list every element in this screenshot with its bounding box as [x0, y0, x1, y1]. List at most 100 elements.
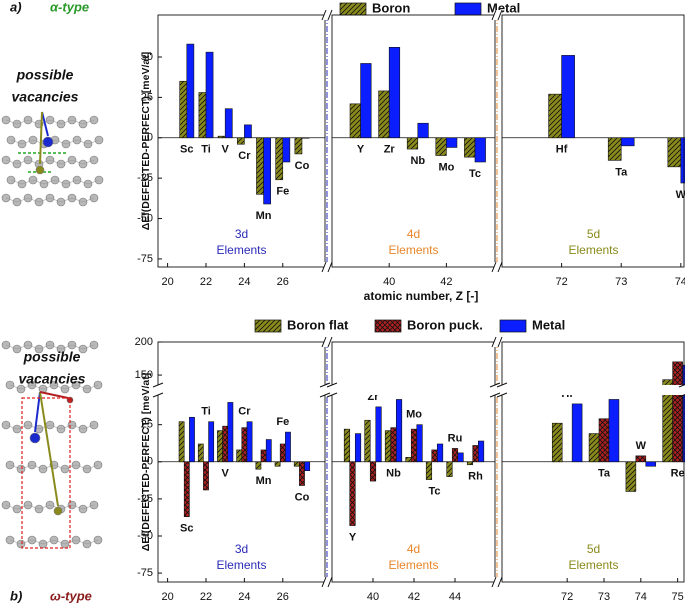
bar — [274, 461, 281, 467]
bar — [263, 137, 271, 205]
bar — [369, 461, 377, 482]
x-tick-label: 24 — [238, 591, 250, 603]
x-tick-label: 24 — [238, 276, 250, 288]
element-label: Ru — [448, 432, 463, 444]
y-tick-label: 150 — [135, 369, 153, 381]
structure-illustration-a — [1, 111, 104, 207]
x-tick-label: 40 — [367, 591, 379, 603]
bar — [645, 461, 657, 467]
y-tick-label: -75 — [137, 567, 153, 579]
bar — [179, 80, 188, 139]
group-label: Elements — [388, 243, 438, 257]
bar — [217, 135, 226, 139]
bar — [224, 108, 233, 139]
element-label: V — [222, 468, 230, 480]
y-axis-break — [678, 384, 685, 398]
bar — [384, 430, 392, 463]
x-tick-label: 42 — [408, 591, 420, 603]
element-label: Mo — [438, 161, 454, 173]
group-label: 3d — [235, 542, 248, 556]
x-tick-label: 20 — [161, 276, 173, 288]
bar — [343, 428, 351, 463]
plot-frame — [501, 14, 685, 268]
bar — [275, 137, 284, 181]
element-label: Fe — [276, 186, 289, 198]
group-label: 3d — [235, 227, 248, 241]
legend-swatch — [254, 319, 282, 333]
element-label: Cr — [238, 406, 251, 418]
bar — [282, 137, 291, 163]
annotation: possible — [16, 67, 74, 83]
element-label: Zr — [384, 144, 396, 156]
axis-break-gap — [324, 337, 332, 347]
bar — [635, 455, 647, 463]
plot-frame — [331, 341, 496, 583]
group-label: Elements — [216, 558, 266, 572]
legend-label: Boron — [372, 0, 410, 15]
element-label: Sc — [180, 523, 193, 535]
bar — [395, 399, 403, 463]
x-tick-label: 72 — [561, 591, 573, 603]
x-tick-label: 26 — [277, 276, 289, 288]
element-label: Ti — [201, 406, 211, 418]
bar — [680, 137, 685, 184]
bar — [588, 433, 600, 463]
bar — [360, 63, 372, 139]
axis-break-gap — [494, 337, 502, 347]
bar — [431, 449, 438, 463]
group-label: Elements — [568, 558, 618, 572]
bar — [285, 431, 291, 463]
element-label: Mo — [406, 409, 422, 421]
bar — [255, 461, 262, 470]
bar — [405, 457, 412, 463]
bar — [246, 421, 253, 463]
element-label: Ta — [615, 166, 628, 178]
y-tick-label: 50 — [141, 51, 153, 63]
bar — [464, 137, 476, 158]
x-tick-label: 40 — [383, 276, 395, 288]
y-axis-break — [326, 382, 338, 398]
axis-break-gap — [324, 10, 332, 20]
axis-break — [491, 336, 503, 348]
axis-break — [491, 9, 503, 21]
x-tick-label: 72 — [555, 276, 567, 288]
element-label: Tc — [469, 168, 481, 180]
x-tick-label: 22 — [200, 276, 212, 288]
bar — [293, 461, 300, 467]
bar — [625, 461, 637, 492]
x-tick-label: 73 — [615, 276, 627, 288]
bar — [451, 448, 459, 463]
element-label: Tc — [429, 486, 441, 498]
y-tick-label: -25 — [137, 493, 153, 505]
bar — [279, 443, 286, 463]
bar — [217, 430, 223, 463]
bar — [388, 47, 401, 139]
y-tick-label: 200 — [135, 336, 153, 348]
bar — [183, 461, 190, 517]
axis-break-gap — [324, 262, 332, 272]
bar — [349, 461, 356, 526]
legend-swatch — [374, 319, 402, 333]
element-label: Mn — [256, 210, 272, 222]
element-label: Y — [357, 144, 365, 156]
plot-frame — [501, 341, 685, 583]
element-label: Nb — [410, 155, 425, 167]
y-break-gap — [150, 385, 685, 395]
bar — [446, 137, 458, 148]
bar — [256, 137, 264, 195]
bar — [472, 445, 479, 463]
y-tick-label: 0 — [147, 456, 153, 468]
x-tick-label: 22 — [200, 591, 212, 603]
bar — [299, 461, 305, 486]
legend-label: Metal — [532, 317, 565, 332]
bar — [186, 43, 195, 139]
legend-label: Metal — [487, 0, 520, 15]
bar — [301, 137, 310, 139]
bar — [189, 416, 195, 463]
element-label: W — [676, 189, 685, 201]
panel-title: ω-type — [50, 588, 92, 603]
group-label: Elements — [388, 558, 438, 572]
y-tick-label: -50 — [137, 212, 153, 224]
element-label: Ti — [201, 144, 211, 156]
element-label: Cr — [238, 150, 251, 162]
